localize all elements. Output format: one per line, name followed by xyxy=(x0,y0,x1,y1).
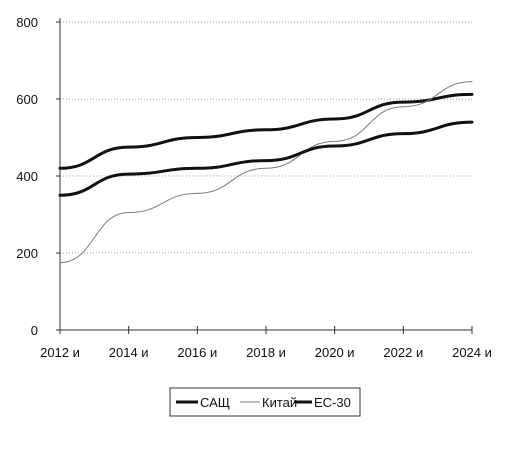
gridlines xyxy=(60,21,472,254)
x-axis-ticks: 2012 и 2014 и 2016 и 2018 и 2020 и 2022 и 2024… xyxy=(40,326,492,360)
series-lines xyxy=(58,81,474,264)
legend-label-1: Китай xyxy=(262,395,297,410)
x-tick-label: 2016 и xyxy=(177,345,217,360)
legend-label-0: САЩ xyxy=(200,395,230,410)
legend: САЩ Китай ЕС-30 xyxy=(169,387,361,417)
x-tick-label: 2024 и xyxy=(452,345,492,360)
x-tick-label: 2014 и xyxy=(109,345,149,360)
legend-label-2: ЕС-30 xyxy=(314,395,351,410)
y-tick-label: 200 xyxy=(16,246,38,261)
y-tick-label: 400 xyxy=(16,169,38,184)
series-line-1 xyxy=(59,81,473,264)
y-tick-label: 800 xyxy=(16,15,38,30)
x-tick-label: 2022 и xyxy=(383,345,423,360)
x-tick-label: 2012 и xyxy=(40,345,80,360)
y-axis-ticks: 0 200 400 600 800 xyxy=(16,15,60,338)
y-tick-label: 0 xyxy=(31,323,38,338)
x-tick-label: 2018 и xyxy=(246,345,286,360)
series-line-0 xyxy=(58,92,474,170)
y-tick-label: 600 xyxy=(16,92,38,107)
legend-box xyxy=(169,387,361,417)
x-tick-label: 2020 и xyxy=(315,345,355,360)
series-line-2 xyxy=(58,120,474,197)
